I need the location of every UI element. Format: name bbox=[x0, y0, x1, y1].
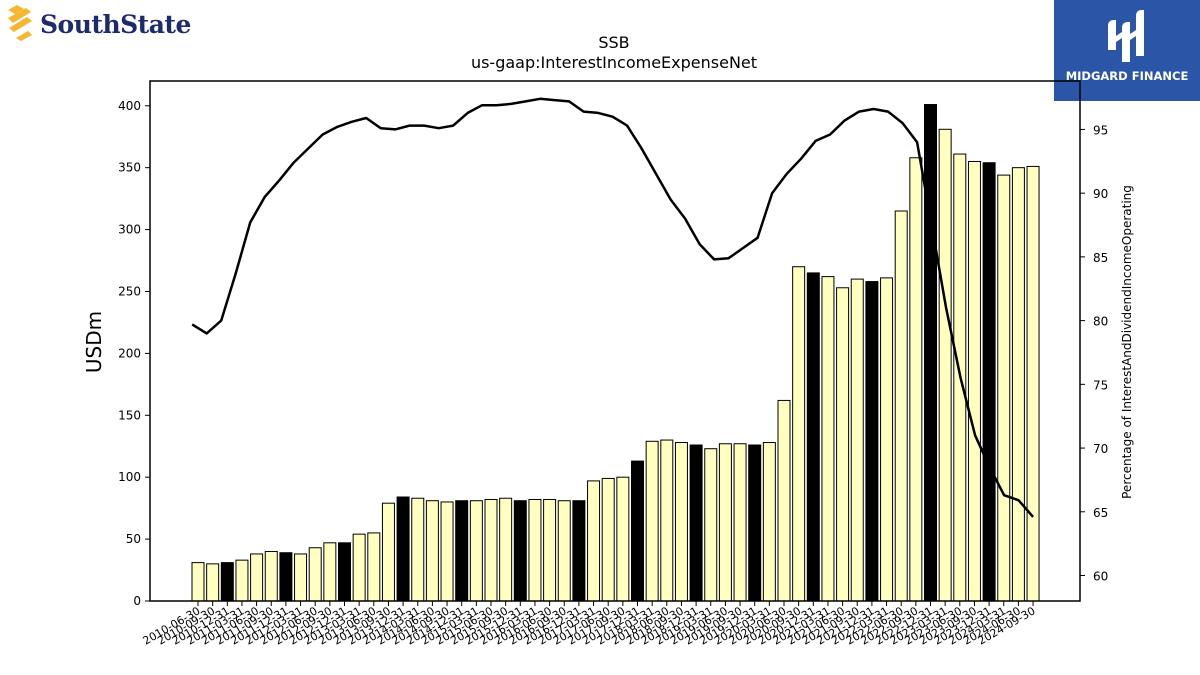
y-tick-label: 350 bbox=[118, 161, 141, 175]
bar-2013-03-31 bbox=[352, 533, 366, 602]
y2-tick-label: 85 bbox=[1093, 251, 1108, 265]
bar-2015-06-30 bbox=[484, 498, 498, 602]
bar-2020-09-30 bbox=[792, 266, 806, 602]
chart-subtitle: us-gaap:InterestIncomeExpenseNet bbox=[471, 53, 757, 72]
y-tick-label: 200 bbox=[118, 346, 141, 360]
bar-2018-09-30 bbox=[674, 442, 688, 602]
bar-2012-09-30 bbox=[323, 542, 337, 602]
bar-series bbox=[191, 104, 1040, 602]
bar-2022-03-31 bbox=[880, 277, 894, 602]
bar-2019-12-31 bbox=[748, 444, 762, 602]
bar-2017-09-30 bbox=[616, 476, 630, 602]
chart-title: SSB bbox=[598, 33, 629, 52]
y2-tick-label: 65 bbox=[1093, 506, 1108, 520]
bar-2021-06-30 bbox=[836, 287, 850, 602]
bar-2016-06-30 bbox=[543, 498, 557, 602]
y-tick-label: 300 bbox=[118, 223, 141, 237]
y2-tick-label: 90 bbox=[1093, 187, 1108, 201]
bar-2011-09-30 bbox=[264, 550, 278, 602]
y-tick-label: 50 bbox=[126, 532, 141, 546]
y-axis-label: USDm bbox=[82, 311, 106, 373]
bar-2016-12-31 bbox=[572, 500, 586, 602]
bar-2014-06-30 bbox=[425, 500, 439, 602]
bar-2014-03-31 bbox=[411, 497, 425, 602]
bar-2017-03-31 bbox=[587, 480, 601, 602]
percentage-line-series bbox=[191, 97, 1035, 518]
percentage-line bbox=[191, 97, 1035, 518]
bar-2018-12-31 bbox=[689, 444, 703, 602]
y-tick-label: 0 bbox=[133, 594, 141, 608]
bar-2012-03-31 bbox=[294, 553, 308, 602]
bar-2014-12-31 bbox=[455, 500, 469, 602]
bar-2020-03-31 bbox=[762, 442, 776, 602]
y2-tick-label: 95 bbox=[1093, 123, 1108, 137]
chart-axes: 0 50 100 150 200 250 300 350 400 60 65 70 75 80 85 90 95… bbox=[118, 80, 1108, 648]
y-tick-label: 400 bbox=[118, 99, 141, 113]
bar-2018-03-31 bbox=[645, 440, 659, 602]
bar-2023-09-30 bbox=[967, 160, 981, 602]
bar-2010-06-30 bbox=[191, 562, 205, 602]
bar-2020-12-31 bbox=[806, 272, 820, 602]
y2-tick-label: 70 bbox=[1093, 442, 1108, 456]
bar-2011-06-30 bbox=[250, 553, 264, 602]
y-tick-label: 100 bbox=[118, 470, 141, 484]
bar-2014-09-30 bbox=[440, 501, 454, 602]
bar-2024-09-30 bbox=[1026, 165, 1040, 602]
bar-2010-12-31 bbox=[220, 562, 234, 602]
bar-2017-06-30 bbox=[601, 477, 615, 602]
bar-2013-06-30 bbox=[367, 532, 381, 602]
bar-2016-09-30 bbox=[557, 500, 571, 602]
bar-2017-12-31 bbox=[631, 460, 644, 602]
bar-2019-03-31 bbox=[704, 448, 718, 602]
bar-2021-12-31 bbox=[865, 281, 879, 602]
bar-2015-12-31 bbox=[513, 500, 527, 602]
y2-tick-label: 60 bbox=[1093, 570, 1108, 584]
bar-2022-09-30 bbox=[909, 157, 923, 602]
y2-axis-label: Percentage of InterestAndDividendIncomeO… bbox=[1120, 185, 1134, 499]
bar-2019-06-30 bbox=[718, 443, 732, 602]
bar-2012-12-31 bbox=[338, 542, 351, 602]
bar-2022-06-30 bbox=[894, 210, 908, 602]
southstate-logo: SouthState bbox=[4, 4, 204, 46]
bar-2022-12-31 bbox=[924, 104, 937, 602]
bar-2011-03-31 bbox=[235, 559, 249, 602]
bar-2012-06-30 bbox=[308, 547, 322, 602]
bar-2016-03-31 bbox=[528, 498, 542, 602]
bar-2021-09-30 bbox=[850, 278, 864, 602]
y-tick-label: 250 bbox=[118, 284, 141, 298]
bar-2018-06-30 bbox=[660, 439, 674, 602]
y2-tick-label: 75 bbox=[1093, 378, 1108, 392]
midgard-finance-logo: MIDGARD FINANCE bbox=[1054, 0, 1200, 101]
bar-2010-09-30 bbox=[206, 563, 220, 602]
midgard-brand-name: MIDGARD FINANCE bbox=[1065, 69, 1189, 83]
bar-2013-12-31 bbox=[396, 496, 410, 602]
y-tick-label: 150 bbox=[118, 408, 141, 422]
bar-2021-03-31 bbox=[821, 276, 835, 602]
bar-2011-12-31 bbox=[279, 552, 293, 602]
southstate-s-logo-icon bbox=[8, 5, 32, 41]
bar-2015-09-30 bbox=[499, 497, 513, 602]
plot-frame bbox=[149, 80, 1081, 602]
bar-2015-03-31 bbox=[469, 500, 483, 602]
bar-2023-12-31 bbox=[982, 162, 996, 602]
y2-tick-label: 80 bbox=[1093, 315, 1108, 329]
bar-2013-09-30 bbox=[381, 502, 395, 602]
bar-2024-06-30 bbox=[1011, 167, 1025, 602]
southstate-brand-name: SouthState bbox=[40, 10, 191, 39]
bar-2020-06-30 bbox=[777, 399, 791, 602]
bar-2019-09-30 bbox=[733, 443, 747, 602]
bar-2023-03-31 bbox=[938, 128, 952, 602]
midgard-m-logo-icon bbox=[1108, 10, 1144, 62]
bar-2024-03-31 bbox=[997, 174, 1011, 602]
